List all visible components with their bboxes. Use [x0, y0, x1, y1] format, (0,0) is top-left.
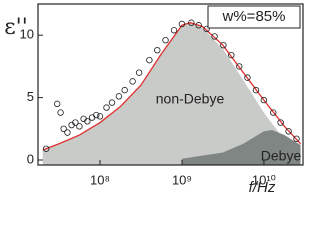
data-point: [252, 86, 260, 94]
area: [42, 22, 301, 165]
data-point: [195, 22, 202, 29]
data-point: [236, 63, 243, 70]
x-tick-label: 10¹⁰: [252, 172, 276, 187]
y-tick-label: 10: [20, 27, 34, 42]
data-point: [146, 56, 153, 64]
data-point: [42, 145, 50, 152]
data-point: [72, 119, 79, 126]
data-point: [93, 111, 100, 119]
x-tick-label: 10⁸: [90, 172, 110, 187]
x-axis-label: f/Hz: [249, 179, 276, 196]
x-tick-label: 10⁹: [172, 172, 192, 187]
data-point: [285, 128, 292, 135]
data-point: [76, 123, 83, 130]
data-point: [88, 114, 96, 121]
plot-frame: [37, 3, 304, 166]
area-label: non-Debye: [156, 91, 225, 107]
data-point: [260, 96, 268, 104]
data-point: [154, 46, 161, 54]
data-point: [135, 69, 143, 76]
y-tick-label: 0: [27, 151, 34, 166]
data-point: [129, 78, 136, 85]
data-point: [115, 93, 123, 100]
data-point: [244, 74, 251, 81]
fit-line: [42, 22, 302, 151]
data-point: [64, 129, 71, 136]
data-point: [121, 86, 128, 94]
data-point: [170, 27, 178, 34]
data-point: [270, 109, 277, 116]
legend-box: [207, 5, 301, 29]
data-point: [293, 135, 300, 142]
data-point: [277, 119, 284, 126]
data-point: [103, 104, 110, 111]
data-point: [228, 51, 235, 59]
data-point: [84, 118, 91, 125]
data-point: [211, 33, 218, 40]
data-point: [188, 19, 195, 26]
y-axis-label: ε'': [4, 15, 28, 40]
area-label: Debye: [261, 148, 302, 164]
data-point: [203, 25, 210, 33]
data-point: [108, 99, 116, 106]
y-tick-label: 5: [27, 89, 34, 104]
data-point: [220, 41, 227, 49]
area: [181, 130, 301, 165]
chart: ε'' f/Hz non-Debye Debye 0 5 10 10⁸ 10⁹ 10¹⁰ w%=…: [4, 3, 304, 196]
data-point: [57, 109, 64, 116]
legend-text: w%=85%: [222, 8, 286, 25]
plot: [42, 19, 302, 165]
data-point: [178, 20, 186, 28]
data-point: [53, 100, 61, 108]
data-point: [96, 113, 104, 120]
data-point: [162, 36, 169, 44]
data-point: [60, 125, 67, 133]
